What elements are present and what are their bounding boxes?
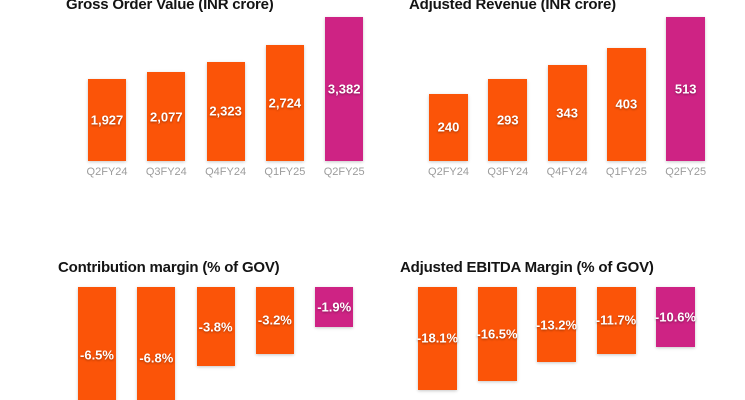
bar-value-label: 513	[674, 81, 697, 97]
bar-Q3FY24	[147, 72, 186, 161]
bar-value-label: 293	[496, 112, 519, 128]
bar-value-label: 1,927	[90, 112, 124, 128]
x-tick-label: Q3FY24	[145, 166, 187, 178]
bar-value-label: 343	[556, 105, 578, 121]
bar-Q2FY25	[666, 16, 706, 161]
x-tick-label: Q2FY24	[86, 166, 128, 178]
chart-title-adjusted-ebitda-margin: Adjusted EBITDA Margin (% of GOV)	[400, 259, 654, 276]
bar-value-label: -13.2%	[535, 317, 578, 333]
bar-value-label: -11.7%	[595, 312, 637, 328]
bar-value-label: 3,382	[327, 81, 361, 97]
bar-Q2FY25	[325, 16, 364, 161]
x-tick-label: Q2FY25	[665, 166, 707, 178]
x-tick-label: Q2FY24	[428, 166, 469, 178]
chart-title-contribution-margin: Contribution margin (% of GOV)	[58, 259, 280, 276]
x-tick-label: Q4FY24	[546, 166, 588, 178]
bar-col-5	[315, 287, 354, 327]
bar-col-4	[255, 287, 294, 354]
bar-value-label: 403	[615, 96, 638, 112]
bar-Q1FY25	[606, 47, 646, 161]
x-tick-label: Q2FY25	[323, 166, 365, 178]
x-tick-label: Q3FY24	[487, 166, 529, 178]
bar-col-3	[196, 287, 235, 367]
bar-value-label: -10.6%	[654, 309, 697, 325]
chart-title-gross-order-value: Gross Order Value (INR crore)	[66, 0, 274, 13]
bar-col-2	[137, 287, 176, 400]
bar-value-label: -6.8%	[139, 350, 174, 366]
bar-value-label: -6.5%	[80, 347, 114, 363]
bar-col-1	[418, 287, 457, 390]
bar-value-label: 240	[437, 119, 460, 135]
bar-value-label: -16.5%	[476, 326, 518, 342]
bar-value-label: -3.8%	[198, 319, 233, 335]
x-tick-label: Q1FY25	[605, 166, 647, 178]
bar-col-4	[596, 287, 636, 354]
bar-value-label: 2,724	[268, 95, 302, 111]
bar-col-1	[78, 287, 116, 400]
bar-value-label: -18.1%	[416, 330, 459, 346]
bar-value-label: -3.2%	[257, 312, 292, 328]
bar-value-label: 2,077	[150, 109, 183, 125]
chart-title-adjusted-revenue: Adjusted Revenue (INR crore)	[409, 0, 616, 13]
bar-Q3FY24	[488, 78, 528, 161]
bar-col-3	[537, 287, 576, 363]
bar-col-2	[477, 287, 517, 381]
x-tick-label: Q4FY24	[205, 166, 247, 178]
x-tick-label: Q1FY25	[264, 166, 306, 178]
bar-Q2FY24	[88, 78, 126, 161]
bar-Q1FY25	[265, 44, 304, 161]
bar-value-label: -1.9%	[317, 299, 352, 315]
bar-col-5	[656, 287, 695, 348]
bar-Q4FY24	[547, 64, 587, 161]
bar-value-label: 2,323	[209, 103, 242, 119]
bar-Q2FY24	[429, 93, 468, 161]
bar-Q4FY24	[206, 61, 245, 161]
